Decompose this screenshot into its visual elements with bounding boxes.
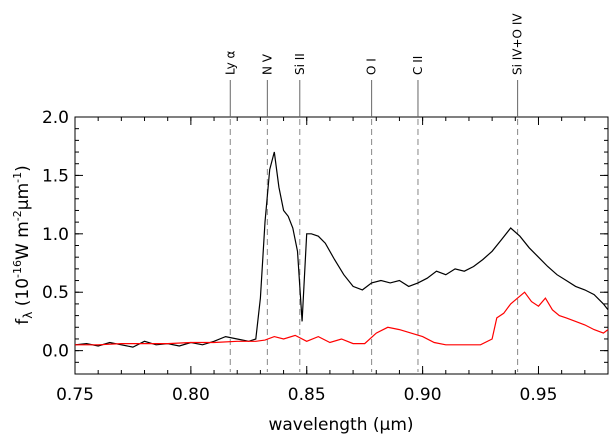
line-markers: Ly α N V Si II O I C II Si IV+O IV [223,13,525,372]
y-axis-label-mu: μm [13,183,33,210]
x-tick-label: 0.90 [404,385,442,405]
series-line [74,151,609,348]
y-axis-label-fl: f [13,318,33,325]
y-tick-label: 0.0 [42,342,69,362]
y-tick-label: 2.0 [42,108,69,128]
y-axis-label-exp3: -1 [11,172,24,183]
x-tick-label: 0.85 [288,385,326,405]
x-axis-label: wavelength (μm) [268,415,413,435]
y-axis-label-exp1: -16 [11,260,24,278]
x-tick-label: 0.80 [172,385,210,405]
line-label: Si II [293,53,307,75]
y-tick-label: 1.5 [42,166,69,186]
y-axis-label-unit: W m [13,221,33,260]
y-axis-label-lambda: λ [21,312,35,319]
line-label: Si IV+O IV [511,13,525,75]
line-label: O I [365,58,379,75]
y-axis-label-rest: (10 [13,278,33,312]
x-axis-ticks: 0.75 0.80 0.85 0.90 0.95 [56,117,609,405]
line-label: C II [411,56,425,75]
y-axis-label-close: ) [13,165,33,172]
series-line [75,291,609,346]
y-tick-label: 1.0 [42,225,69,245]
y-tick-label: 0.5 [42,283,69,303]
x-tick-label: 0.95 [520,385,558,405]
series-group [74,151,609,348]
x-tick-label: 0.75 [56,385,94,405]
line-label: N V [260,53,274,75]
y-axis-ticks: 0.0 0.5 1.0 1.5 2.0 [42,108,608,375]
y-axis-label: fλ (10-16W m-2μm-1) [11,165,35,325]
y-axis-label-exp2: -2 [11,210,24,221]
line-label: Ly α [223,51,237,75]
